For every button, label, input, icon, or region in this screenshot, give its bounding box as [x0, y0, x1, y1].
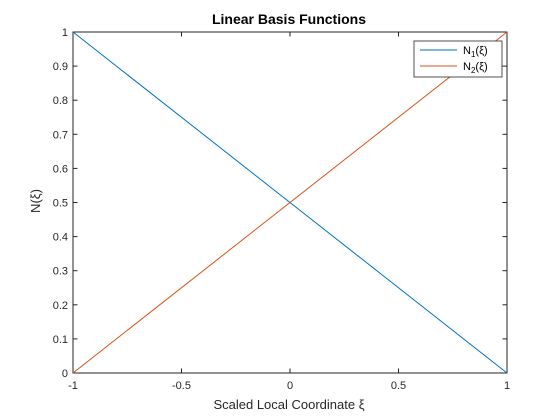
y-tick-label: 0.3	[53, 266, 68, 278]
y-tick-label: 0.6	[53, 163, 68, 175]
x-tick-label: 1	[504, 380, 510, 392]
y-tick-label: 0	[62, 368, 68, 380]
legend-box	[413, 40, 503, 78]
x-axis-label: Scaled Local Coordinate ξ	[213, 397, 364, 412]
y-tick-label: 0.8	[53, 95, 68, 107]
y-axis-label: N(ξ)	[28, 189, 43, 213]
series-line-2	[72, 31, 508, 374]
legend-items: N1(ξ) N2(ξ)	[420, 45, 488, 75]
y-tick-label: 0.4	[53, 232, 68, 244]
y-tick-label: 0.1	[53, 334, 68, 346]
legend: N1(ξ) N2(ξ)	[413, 40, 503, 78]
plot-area: -1 -0.5 0 0.5 1 0 0.1 0.2 0.3 0.4 0.5 0.6 0.7 0.8 0.9…	[53, 27, 510, 392]
x-axis-ticks: -1 -0.5 0 0.5 1	[68, 32, 510, 392]
chart-title: Linear Basis Functions	[212, 11, 366, 27]
x-tick-label: 0	[287, 380, 293, 392]
legend-label-1: N1(ξ)	[463, 45, 488, 59]
y-tick-label: 0.7	[53, 129, 68, 141]
legend-label-2: N2(ξ)	[463, 61, 488, 75]
y-tick-label: 1	[62, 27, 68, 39]
series-lines	[72, 31, 508, 374]
x-tick-label: 0.5	[391, 380, 406, 392]
x-tick-label: -0.5	[172, 380, 191, 392]
y-tick-label: 0.2	[53, 300, 68, 312]
y-tick-label: 0.9	[53, 61, 68, 73]
x-tick-label: -1	[68, 380, 78, 392]
y-tick-label: 0.5	[53, 198, 68, 210]
